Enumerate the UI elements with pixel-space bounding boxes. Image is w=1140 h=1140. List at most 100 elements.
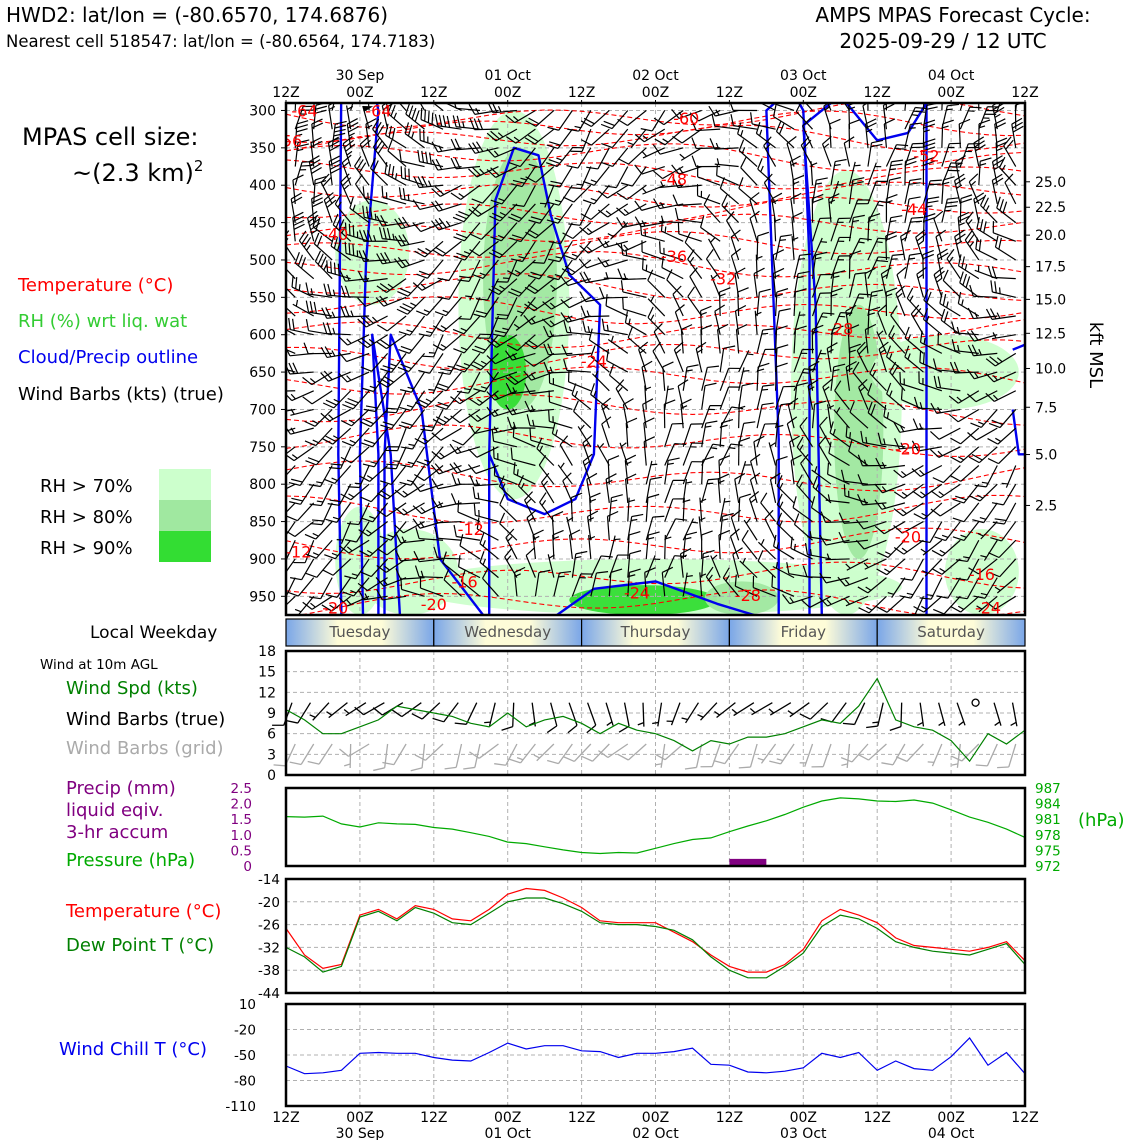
wind-barb-staff	[591, 128, 610, 146]
wind-barb-flag	[579, 226, 589, 236]
wind-barb-half	[332, 327, 336, 335]
wind-barb-half	[926, 594, 934, 597]
wind-barb-flag	[849, 250, 862, 256]
wind-barb-flag	[452, 439, 464, 446]
wind-barb-half	[586, 227, 593, 234]
wind-barb	[339, 539, 370, 554]
wind-barb	[913, 396, 942, 411]
wind-barb	[453, 240, 481, 261]
wind-barb	[627, 128, 647, 149]
wind-barb	[420, 107, 444, 130]
wind-barb	[580, 305, 610, 318]
wind-barb-flag	[468, 448, 478, 458]
wind-barb-staff	[608, 497, 613, 522]
wind-barb-flag	[291, 478, 303, 483]
wind-barb	[580, 128, 610, 146]
wind-barb-flag	[934, 536, 946, 542]
wind-barb	[682, 531, 698, 559]
wind-barb-flag	[372, 137, 381, 148]
wind-barb-half	[332, 289, 336, 296]
wind-barb-flag	[911, 216, 924, 219]
wind-barb-flag	[711, 114, 716, 127]
wind-barb-half	[549, 302, 556, 308]
wind-barb-flag	[290, 577, 302, 581]
wind-barb	[756, 362, 770, 391]
wind-barb-half	[665, 536, 672, 540]
wind-barb	[394, 483, 425, 498]
wind-barb-half	[480, 360, 488, 365]
wind-barb-flag	[435, 158, 443, 170]
wind-barb	[755, 122, 776, 149]
wind-barb	[966, 330, 998, 342]
wind-barb-staff	[940, 483, 961, 499]
wind-barb-staff	[883, 123, 888, 148]
wind-barb	[867, 139, 884, 167]
wind-barb-flag	[587, 510, 599, 518]
wind-barb-half	[793, 543, 796, 551]
wind-barb-half	[502, 327, 509, 331]
wind-barb-half	[498, 198, 505, 202]
wind-barb-half	[901, 236, 908, 241]
wind-barb-staff	[403, 502, 425, 516]
wind-barb-flag	[935, 229, 947, 238]
wind-barb-flag	[421, 175, 428, 188]
wind-barb-flag	[378, 227, 383, 239]
wind-barb	[450, 184, 481, 200]
wind-barb-staff	[400, 240, 425, 247]
wind-barb-flag	[416, 460, 428, 466]
wind-barb	[840, 469, 869, 485]
wind-barb-staff	[494, 475, 518, 485]
wind-barb	[800, 454, 814, 485]
wind-barb-flag	[810, 496, 816, 508]
wind-barb	[314, 250, 333, 280]
wind-barb	[437, 259, 463, 282]
wind-barb-half	[574, 390, 578, 398]
wind-barb	[792, 174, 805, 204]
wind-barb-flag	[473, 118, 480, 130]
wind-barb	[885, 215, 903, 242]
wind-barb-half	[442, 309, 449, 314]
wind-barb-flag	[877, 432, 882, 445]
wind-barb	[381, 185, 407, 205]
wind-barb-flag	[438, 371, 450, 375]
wind-barb-half	[552, 536, 560, 540]
wind-barb-half	[854, 164, 861, 167]
wind-barb	[922, 308, 943, 336]
wind-barb-half	[799, 314, 806, 316]
wind-barb-half	[824, 105, 831, 111]
wind-barb-flag	[985, 358, 996, 367]
wind-barb-flag	[849, 343, 861, 349]
wind-barb	[830, 287, 843, 317]
wind-barb-staff	[459, 545, 481, 560]
wind-barb-flag	[417, 248, 429, 255]
wind-barb-staff	[560, 222, 573, 244]
wind-barb-flag	[552, 529, 564, 536]
wind-barb	[415, 296, 444, 316]
wind-barb-half	[981, 481, 989, 484]
wind-barb-staff	[904, 103, 908, 111]
wind-barb-half	[659, 202, 665, 209]
wind-barb-flag	[404, 122, 410, 134]
wind-barb-staff	[885, 103, 888, 111]
wind-barb-half	[844, 579, 850, 586]
wind-barb-flag	[996, 196, 1001, 209]
wind-barb-staff	[719, 187, 740, 205]
wind-barb-flag	[904, 326, 910, 339]
wind-barb-flag	[779, 308, 791, 312]
wind-barb-flag	[634, 134, 645, 143]
wind-barb	[830, 255, 851, 279]
wind-barb	[701, 405, 722, 429]
wind-barb-half	[711, 554, 718, 560]
wind-barb-flag	[906, 287, 914, 299]
wind-barb-staff	[424, 240, 444, 258]
wind-barb-flag	[691, 119, 697, 131]
wind-barb-half	[779, 520, 783, 527]
wind-barb	[774, 456, 788, 485]
wind-barb-staff	[345, 252, 370, 261]
wind-barb-half	[428, 388, 435, 391]
wind-barb-flag	[387, 139, 393, 152]
top-time-tick: 12Z	[1011, 85, 1038, 101]
wind-barb	[985, 390, 1017, 402]
wind-barb-flag	[909, 178, 922, 182]
wind-barb-staff	[518, 203, 536, 222]
